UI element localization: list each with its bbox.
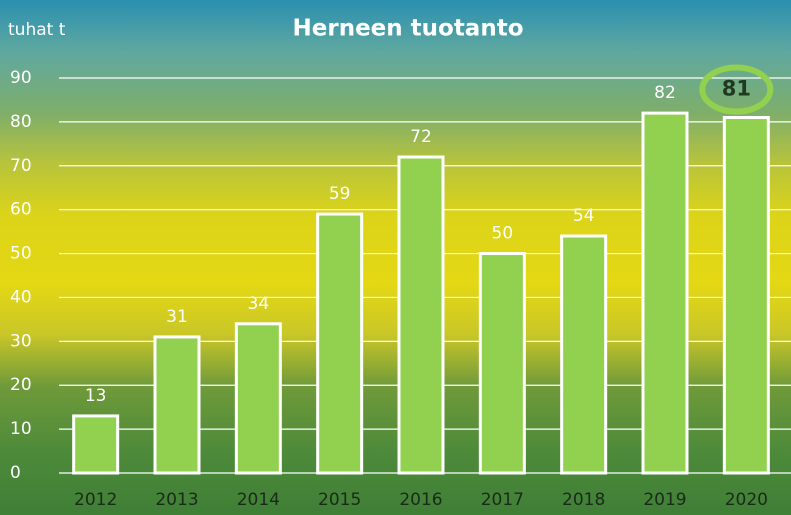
y-tick-label: 20 xyxy=(10,375,32,395)
y-tick-label: 90 xyxy=(10,68,32,88)
x-tick-label: 2016 xyxy=(399,490,442,510)
x-tick-label: 2020 xyxy=(725,490,768,510)
x-tick-label: 2013 xyxy=(155,490,198,510)
bar xyxy=(643,113,687,473)
bar xyxy=(724,118,768,474)
bar xyxy=(74,416,118,473)
x-tick-label: 2017 xyxy=(481,490,524,510)
bar xyxy=(399,157,443,473)
bar xyxy=(562,236,606,473)
x-tick-label: 2012 xyxy=(74,490,117,510)
x-tick-label: 2014 xyxy=(237,490,280,510)
y-tick-label: 70 xyxy=(10,156,32,176)
bar xyxy=(480,254,524,473)
value-label: 50 xyxy=(492,224,514,244)
x-tick-label: 2019 xyxy=(643,490,686,510)
x-tick-label: 2018 xyxy=(562,490,605,510)
bar xyxy=(155,337,199,473)
chart-title: Herneen tuotanto xyxy=(293,16,524,42)
y-axis-label: tuhat t xyxy=(8,20,66,40)
value-label: 72 xyxy=(410,127,432,147)
y-tick-label: 50 xyxy=(10,244,32,264)
y-tick-label: 0 xyxy=(10,463,21,483)
chart-background: tuhat t Herneen tuotanto 0 10 20 30 40 50 60 70… xyxy=(0,0,791,515)
value-label: 82 xyxy=(654,83,676,103)
chart: tuhat t Herneen tuotanto 0 10 20 30 40 50 60 70… xyxy=(0,0,791,515)
y-tick-label: 40 xyxy=(10,287,32,307)
y-tick-label: 10 xyxy=(10,419,32,439)
value-label: 81 xyxy=(722,77,751,101)
value-label: 59 xyxy=(329,184,351,204)
bar xyxy=(236,324,280,473)
value-label: 31 xyxy=(166,307,188,327)
y-tick-label: 80 xyxy=(10,112,32,132)
value-label: 54 xyxy=(573,206,595,226)
value-label: 34 xyxy=(248,294,270,314)
y-tick-label: 30 xyxy=(10,331,32,351)
x-tick-label: 2015 xyxy=(318,490,361,510)
value-label: 13 xyxy=(85,386,107,406)
bar xyxy=(318,214,362,473)
y-tick-label: 60 xyxy=(10,200,32,220)
